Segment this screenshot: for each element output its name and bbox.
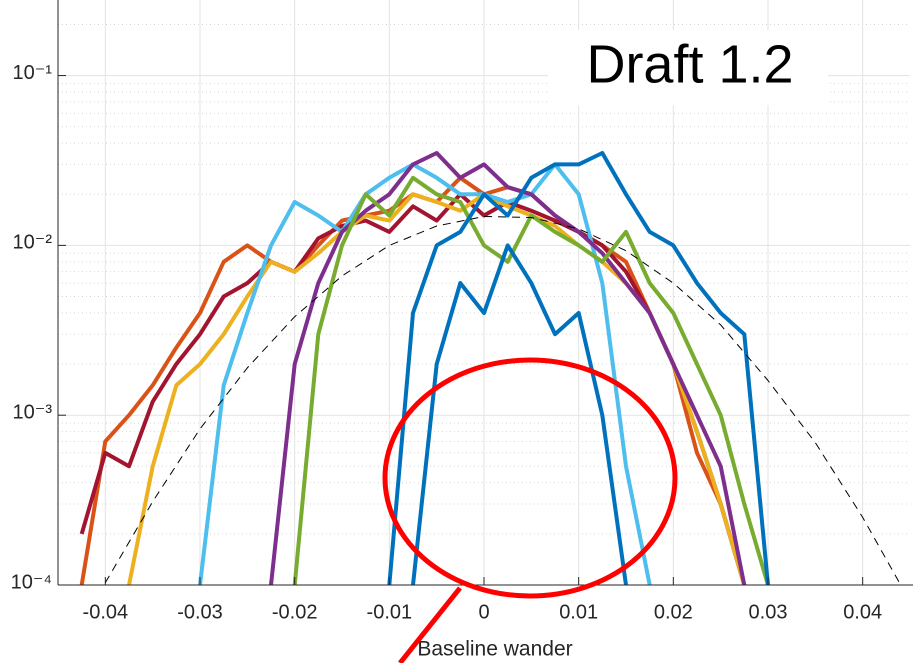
fit-curve — [104, 216, 902, 585]
series-line — [411, 243, 628, 585]
y-tick-label: 10⁻³ — [13, 401, 53, 423]
series-line — [79, 192, 747, 585]
y-tick-label: 10⁻⁴ — [11, 571, 52, 593]
y-tick-label: 10⁻² — [13, 232, 53, 254]
x-tick-label: 0.02 — [654, 601, 693, 623]
x-tick-label: 0.04 — [843, 601, 882, 623]
x-axis-label: Baseline wander — [417, 638, 572, 661]
highlight-arrow — [398, 586, 462, 663]
annotation-background — [548, 30, 828, 105]
x-tick-label: 0.01 — [559, 601, 598, 623]
axes: 10⁻⁴ 10⁻³ 10⁻² 10⁻¹ -0.04 -0.03 -0.02 -0.01 0 0.0… — [11, 0, 913, 623]
x-tick-label: 0 — [478, 601, 489, 623]
x-tick-label: -0.01 — [367, 601, 413, 623]
highlight-ellipse — [382, 357, 678, 599]
x-tick-label: 0.03 — [749, 601, 788, 623]
lines — [79, 151, 902, 585]
x-tick-label: -0.02 — [272, 601, 318, 623]
annotation: Draft 1.2 — [586, 34, 793, 94]
x-tick-label: -0.03 — [177, 601, 223, 623]
y-tick-label: 10⁻¹ — [13, 62, 53, 84]
series-line — [292, 175, 770, 585]
series-line — [387, 151, 770, 585]
series-line — [198, 162, 652, 585]
x-tick-label: -0.04 — [83, 601, 129, 623]
